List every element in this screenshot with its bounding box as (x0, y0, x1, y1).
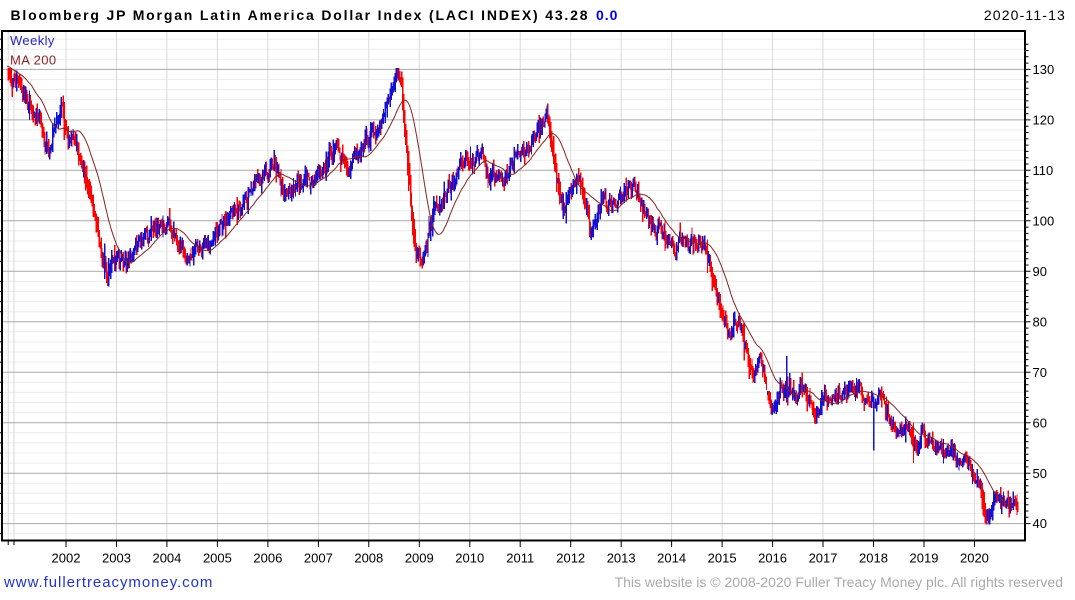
svg-text:120: 120 (1033, 112, 1055, 127)
svg-text:Bloomberg JP Morgan Latin Amer: Bloomberg JP Morgan Latin America Dollar… (11, 7, 590, 23)
svg-text:50: 50 (1033, 466, 1047, 481)
svg-text:2012: 2012 (556, 551, 585, 566)
svg-text:This website is © 2008-2020 Fu: This website is © 2008-2020 Fuller Treac… (615, 574, 1063, 590)
svg-text:70: 70 (1033, 365, 1047, 380)
svg-text:2017: 2017 (809, 551, 838, 566)
svg-text:2020: 2020 (960, 551, 989, 566)
svg-text:www.fullertreacymoney.com: www.fullertreacymoney.com (3, 574, 213, 591)
svg-text:130: 130 (1033, 62, 1055, 77)
svg-text:2009: 2009 (405, 551, 434, 566)
svg-text:2007: 2007 (304, 551, 333, 566)
svg-text:Weekly: Weekly (10, 33, 55, 48)
svg-text:40: 40 (1033, 516, 1047, 531)
svg-text:2014: 2014 (657, 551, 686, 566)
svg-text:2019: 2019 (910, 551, 939, 566)
svg-text:2011: 2011 (506, 551, 534, 566)
svg-text:2020-11-13: 2020-11-13 (984, 7, 1066, 23)
svg-text:2018: 2018 (859, 551, 888, 566)
svg-text:2006: 2006 (253, 551, 282, 566)
svg-text:2004: 2004 (152, 551, 181, 566)
svg-text:0.0: 0.0 (596, 7, 618, 23)
svg-text:2002: 2002 (52, 551, 81, 566)
svg-text:90: 90 (1033, 264, 1047, 279)
svg-text:110: 110 (1033, 163, 1054, 178)
svg-text:2013: 2013 (607, 551, 636, 566)
svg-text:2003: 2003 (102, 551, 131, 566)
svg-text:2010: 2010 (455, 551, 484, 566)
svg-text:100: 100 (1033, 213, 1055, 228)
svg-text:80: 80 (1033, 314, 1047, 329)
svg-text:60: 60 (1033, 415, 1047, 430)
svg-text:2005: 2005 (203, 551, 232, 566)
svg-text:MA 200: MA 200 (10, 53, 57, 68)
svg-text:2008: 2008 (354, 551, 383, 566)
svg-text:2015: 2015 (708, 551, 737, 566)
svg-text:2016: 2016 (758, 551, 787, 566)
